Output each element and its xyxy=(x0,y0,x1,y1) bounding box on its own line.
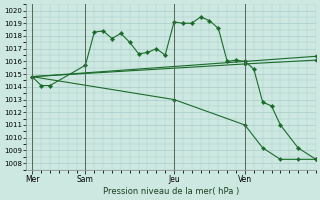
X-axis label: Pression niveau de la mer( hPa ): Pression niveau de la mer( hPa ) xyxy=(103,187,239,196)
